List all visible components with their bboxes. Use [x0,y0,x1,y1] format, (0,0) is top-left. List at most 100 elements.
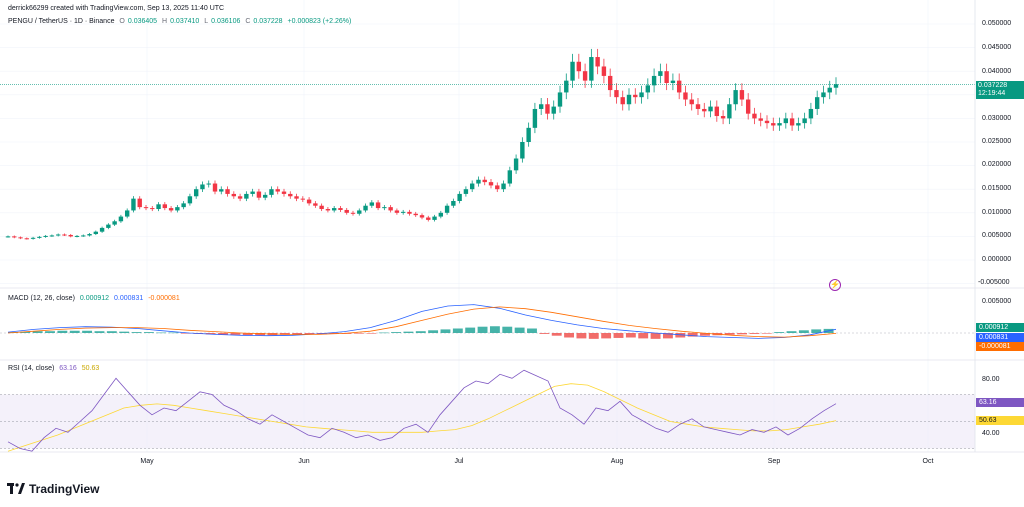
price-tick: 0.040000 [982,68,1012,75]
alert-icon[interactable]: ⚡ [829,279,841,291]
macd-histogram-bar [811,329,822,333]
candle-body [250,191,255,194]
rsi-ma-line [7,383,837,452]
candle-body [300,198,306,200]
time-label-aug: Aug [610,458,624,465]
macd-histogram-bar [156,332,167,334]
candle-body [269,189,274,195]
macd-histogram-bar [57,330,68,333]
macd-histogram-bar [292,333,303,335]
macd-histogram-bar [489,326,500,333]
candle-body [288,193,293,197]
candle-body [193,189,199,197]
macd-histogram-bar [242,333,253,336]
macd-histogram-bar [551,333,562,336]
candle-body [18,237,23,239]
candle-body [350,212,356,214]
macd-histogram-bar [514,327,525,333]
candle-body [796,123,801,126]
time-label-oct: Oct [922,458,934,465]
high-label: H [162,18,168,25]
low-value: 0.036106 [211,18,241,25]
macd-histogram-bar [106,331,117,333]
rsi-line [7,369,837,452]
candle-body [607,75,613,91]
macd-histogram-bar [131,332,142,333]
candle-body [488,182,494,186]
macd-histogram-bar [786,331,797,333]
time-label-may: May [140,458,154,465]
low-label: L [204,18,209,25]
candle-body [407,211,412,214]
candle-body [150,208,155,210]
candle-body [476,179,481,184]
candle-body [469,183,475,190]
macd-histogram-bar [724,333,735,335]
macd-histogram-bar [700,333,710,336]
candle-body [156,204,161,210]
candle-body [714,106,720,117]
candle-body [664,71,669,83]
candle-body [43,235,48,237]
candle-body [658,71,663,76]
macd-histogram-bar [218,333,228,335]
macd-legend: MACD (12, 26, close) 0.000912 0.000831 -… [8,295,183,302]
candle-body [99,227,105,232]
candle-body [118,216,124,222]
macd-histogram-bar [601,333,612,339]
macd-histogram-bar [564,333,575,338]
macd-histogram-bar [650,333,661,339]
tradingview-logo[interactable]: TradingView [7,482,99,496]
candle-body [344,209,349,213]
macd-histogram-bar [378,332,389,334]
candle-body [545,104,550,114]
candle-body [526,127,531,142]
author-line: derrick66299 created with TradingView.co… [8,5,225,12]
bar-countdown: 12:19:44 [978,90,1006,97]
macd-line-tag: 0.000831 [976,333,1024,342]
candle-body [426,217,431,220]
price-tick: 0.015000 [982,185,1012,192]
candle-body [275,189,280,192]
candle-body [720,116,726,119]
candle-body [225,189,230,194]
candle-body [520,142,525,159]
candle-body [695,104,701,109]
candle-body [24,238,30,240]
rsi-title: RSI (14, close) [8,365,55,372]
candle-body [162,204,168,209]
candle-body [833,84,839,88]
macd-histogram-bar [119,331,130,333]
symbol-title: PENGU / TetherUS · 1D · Binance [8,18,115,25]
candle-body [651,75,657,86]
candle-body [219,189,224,192]
main-legend: PENGU / TetherUS · 1D · Binance O 0.03640… [8,18,354,25]
macd-histogram-bar [69,330,80,333]
candle-body [256,191,262,198]
candle-body [375,202,381,209]
macd-histogram-bar [82,330,93,333]
macd-histogram-bar [613,333,624,338]
macd-histogram-bar [168,332,179,334]
macd-histogram-bar [502,326,513,333]
macd-histogram-bar [737,333,748,335]
candle-body [633,94,638,98]
open-label: O [119,18,125,25]
candle-body [589,57,594,81]
rsi-ma-tag: 50.63 [976,416,1024,425]
macd-axis-tick: 0.005000 [982,298,1012,305]
candle-body [49,235,55,237]
macd-histogram-bar [428,330,439,333]
change-value: +0.000823 (+2.26%) [287,18,352,25]
candle-body [771,123,776,126]
candle-body [802,118,807,124]
macd-histogram-bar [662,333,673,339]
candle-body [702,108,707,112]
candle-body [363,205,368,211]
candle-body [93,231,99,235]
candle-body [37,236,42,238]
macd-histogram-bar [391,332,401,333]
candle-body [676,80,682,93]
macd-histogram-bar [94,331,105,333]
